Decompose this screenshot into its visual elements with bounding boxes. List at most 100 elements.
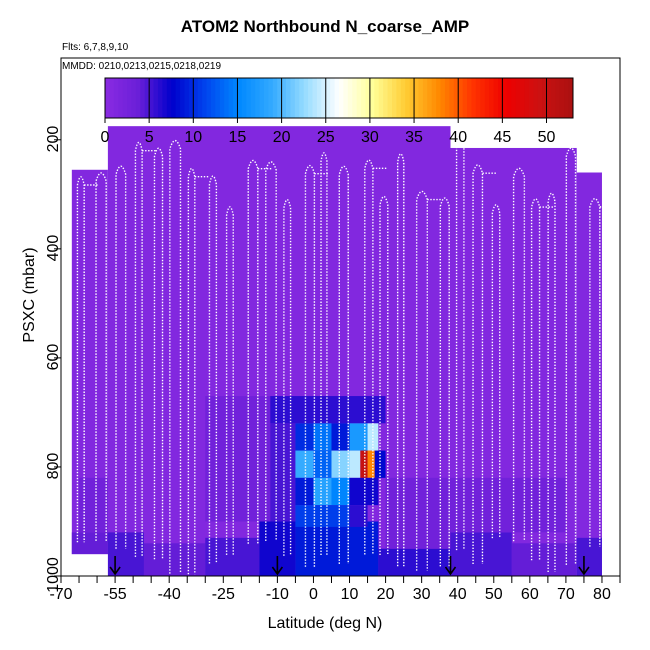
colorbar-segment-4	[122, 78, 128, 118]
colorbar-segment-49	[321, 78, 327, 118]
colorbar-segment-104	[564, 78, 570, 118]
colorbar-segment-56	[352, 78, 358, 118]
heatmap-cell-11	[270, 396, 386, 424]
colorbar-segment-82	[467, 78, 472, 118]
heatmap-cell-25	[295, 477, 314, 506]
colorbar-segment-21	[197, 78, 203, 118]
no-data-patch	[62, 554, 108, 576]
colorbar-segment-43	[294, 78, 300, 118]
x-tick-label: -10	[265, 586, 289, 603]
heatmap-cell-17	[367, 423, 379, 451]
heatmap-cell-14	[313, 423, 332, 451]
x-tick-label: 20	[376, 586, 395, 603]
colorbar-segment-44	[299, 78, 305, 118]
flight-profile-5	[169, 139, 182, 574]
colorbar-segment-36	[263, 78, 269, 118]
colorbar-segment-69	[409, 78, 415, 118]
x-tick-label: -70	[49, 586, 73, 603]
flight-profile-13	[320, 152, 328, 556]
colorbar-segment-50	[325, 78, 331, 118]
colorbar-segment-3	[118, 78, 124, 118]
colorbar-segment-22	[202, 78, 208, 118]
flight-profile-16	[379, 195, 389, 556]
colorbar-segment-89	[497, 78, 503, 118]
colorbar-segment-93	[515, 78, 521, 118]
colorbar-segment-99	[542, 78, 548, 118]
colorbar-segment-96	[528, 78, 534, 118]
x-tick-label: -25	[211, 586, 235, 603]
colorbar-segment-90	[502, 78, 508, 118]
colorbar-segment-83	[471, 78, 477, 118]
heatmap-cell-3	[143, 543, 206, 576]
y-tick-label: 600	[45, 343, 62, 371]
flight-profile-0	[76, 176, 85, 543]
colorbar-segment-47	[312, 78, 318, 118]
colorbar-segment-64	[387, 78, 393, 118]
flight-profile-14	[338, 165, 349, 564]
colorbar-segment-39	[277, 78, 283, 118]
colorbar-segment-25	[215, 78, 221, 118]
colorbar-segment-19	[188, 78, 194, 118]
colorbar-segment-85	[480, 78, 486, 118]
x-tick-label: 0	[308, 586, 318, 603]
heatmap-cell-22	[360, 450, 368, 478]
colorbar-segment-52	[334, 78, 340, 118]
colorbar-segment-87	[489, 78, 495, 118]
colorbar-segment-31	[241, 78, 247, 118]
colorbar-segment-41	[286, 78, 291, 118]
flight-profile-9	[247, 159, 259, 544]
flight-profile-1	[95, 172, 107, 541]
colorbar-segment-2	[113, 78, 119, 118]
colorbar-segment-67	[400, 78, 406, 118]
heatmap-cell-16	[349, 423, 368, 451]
colorbar-segment-11	[153, 78, 159, 118]
colorbar-segment-1	[109, 78, 115, 118]
colorbar-tick-label: 15	[228, 129, 247, 146]
colorbar-segment-33	[250, 78, 256, 118]
flight-profile-3	[134, 141, 143, 557]
colorbar-segment-28	[228, 78, 234, 118]
colorbar-segment-53	[339, 78, 344, 118]
colorbar-segment-100	[546, 78, 552, 118]
flight-profile-2	[115, 165, 127, 549]
colorbar-segment-27	[224, 78, 230, 118]
colorbar-segment-9	[144, 78, 150, 118]
heatmap-cell-21	[349, 450, 361, 478]
colorbar-segment-14	[166, 78, 172, 118]
colorbar-segment-15	[171, 78, 177, 118]
colorbar-segment-72	[422, 78, 428, 118]
colorbar-segment-37	[268, 78, 274, 118]
x-tick-label: 60	[520, 586, 539, 603]
colorbar-segment-24	[210, 78, 216, 118]
colorbar-segment-59	[365, 78, 371, 118]
colorbar-segment-18	[184, 78, 190, 118]
colorbar-segment-13	[162, 78, 168, 118]
colorbar-segment-26	[219, 78, 225, 118]
colorbar-segment-46	[308, 78, 314, 118]
colorbar-segment-0	[105, 78, 110, 118]
y-tick-label: 800	[45, 452, 62, 480]
colorbar-segment-94	[520, 78, 525, 118]
heatmap-cell-2	[107, 532, 144, 576]
colorbar-segment-38	[272, 78, 278, 118]
heatmap-cell-6	[295, 521, 379, 576]
colorbar-segment-35	[259, 78, 265, 118]
colorbar-segment-79	[453, 78, 459, 118]
colorbar-segment-80	[458, 78, 464, 118]
colorbar-segment-61	[374, 78, 380, 118]
colorbar-segment-40	[281, 78, 287, 118]
colorbar-segment-91	[506, 78, 512, 118]
colorbar-segment-6	[131, 78, 137, 118]
flight-profile-12	[304, 164, 316, 567]
x-tick-label: 10	[340, 586, 359, 603]
colorbar-segment-66	[396, 78, 402, 118]
x-tick-label: 40	[448, 586, 467, 603]
flight-profile-26	[565, 147, 577, 565]
colorbar-segment-60	[369, 78, 375, 118]
colorbar-tick-label: 10	[184, 129, 203, 146]
heatmap-cell-29	[295, 505, 350, 527]
colorbar-segment-12	[157, 78, 163, 118]
colorbar-segment-70	[414, 78, 419, 118]
x-axis-label: Latitude (deg N)	[267, 615, 383, 632]
colorbar-segment-17	[180, 78, 185, 118]
